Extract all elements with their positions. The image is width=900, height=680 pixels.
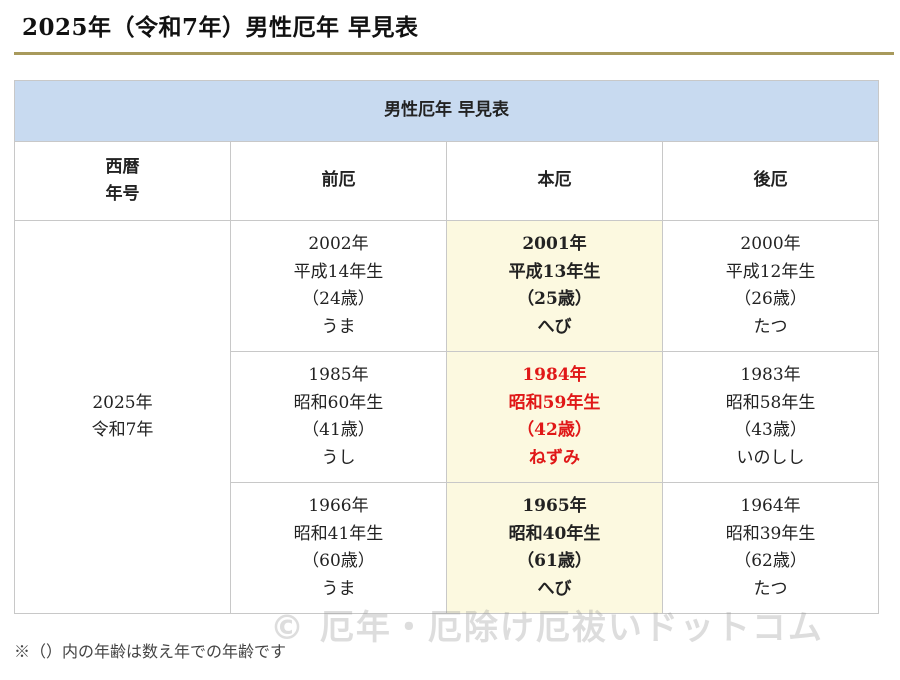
zodiac: うま [321,578,356,599]
header-era: 西暦 年号 [14,141,231,221]
age: （41歳） [302,420,375,440]
birth-year: 1985年 [308,365,369,385]
age: （61歳） [517,551,592,571]
table-row: 1985年 昭和60年生 （41歳） うし 1984年 昭和59年生 （42歳）… [15,351,880,483]
birth-year: 2001年 [522,234,587,254]
birth-era: 昭和58年生 [725,392,816,413]
header-maeyaku: 前厄 [230,141,447,221]
birth-year: 1984年 [522,365,587,385]
age: （42歳） [517,420,592,440]
header-honyaku: 本厄 [446,141,663,221]
zodiac: たつ [753,578,788,599]
maeyaku-cell: 1985年 昭和60年生 （41歳） うし [230,351,447,483]
honyaku-cell: 1965年 昭和40年生 （61歳） へび [446,482,663,614]
zodiac: へび [537,316,572,337]
birth-era: 平成12年生 [725,261,816,282]
birth-era: 昭和59年生 [508,392,601,413]
table-row: 1966年 昭和41年生 （60歳） うま 1965年 昭和40年生 （61歳）… [15,482,880,614]
maeyaku-cell: 2002年 平成14年生 （24歳） うま [230,220,447,352]
zodiac: たつ [753,316,788,337]
birth-year: 2002年 [308,234,369,254]
birth-year: 1964年 [740,496,801,516]
birth-era: 昭和39年生 [725,523,816,544]
header-atoyaku: 後厄 [661,141,880,221]
honyaku-cell: 2001年 平成13年生 （25歳） へび [446,220,663,352]
age: （25歳） [517,289,592,309]
birth-era: 平成14年生 [293,261,384,282]
birth-era: 平成13年生 [508,261,601,282]
birth-era: 昭和41年生 [293,523,384,544]
age-footnote: ※（）内の年齢は数え年での年齢です [14,642,287,661]
zodiac: いのしし [736,447,805,468]
maeyaku-cell: 1966年 昭和41年生 （60歳） うま [230,482,447,614]
copyright-watermark: © 厄年・厄除け厄祓いドットコム [270,608,824,648]
birth-year: 1983年 [740,365,801,385]
birth-era: 昭和60年生 [293,392,384,413]
table-row: 2025年 令和7年 2002年 平成14年生 （24歳） うま 2001年 平… [14,220,880,614]
table-caption: 男性厄年 早見表 [13,80,880,142]
age: （24歳） [302,289,375,309]
zodiac: うま [321,316,356,337]
era-cell: 2025年 令和7年 [14,220,231,614]
atoyaku-cell: 1983年 昭和58年生 （43歳） いのしし [661,351,880,483]
header-era-line1: 西暦 [105,156,140,177]
era-name: 令和7年 [91,420,154,440]
atoyaku-cell: 2000年 平成12年生 （26歳） たつ [661,220,880,352]
era-year: 2025年 [92,392,153,413]
birth-year: 1966年 [308,496,369,516]
zodiac: へび [537,578,572,599]
birth-era: 昭和40年生 [508,523,601,544]
page-title: 2025年（令和7年）男性厄年 早見表 [22,14,419,41]
age: （26歳） [734,289,807,309]
age: （62歳） [734,551,807,571]
header-era-line2: 年号 [105,184,140,204]
age: （43歳） [734,420,807,440]
zodiac: ねずみ [529,447,580,468]
atoyaku-cell: 1964年 昭和39年生 （62歳） たつ [661,482,880,614]
yakudoshi-table: 男性厄年 早見表 西暦 年号 前厄 本厄 後厄 2025年 令和7年 2002年… [13,80,880,614]
birth-year: 2000年 [740,234,801,254]
birth-year: 1965年 [522,496,587,516]
zodiac: うし [321,447,356,468]
taiyaku-cell: 1984年 昭和59年生 （42歳） ねずみ [446,351,663,483]
title-divider [14,52,894,55]
age: （60歳） [302,551,375,571]
